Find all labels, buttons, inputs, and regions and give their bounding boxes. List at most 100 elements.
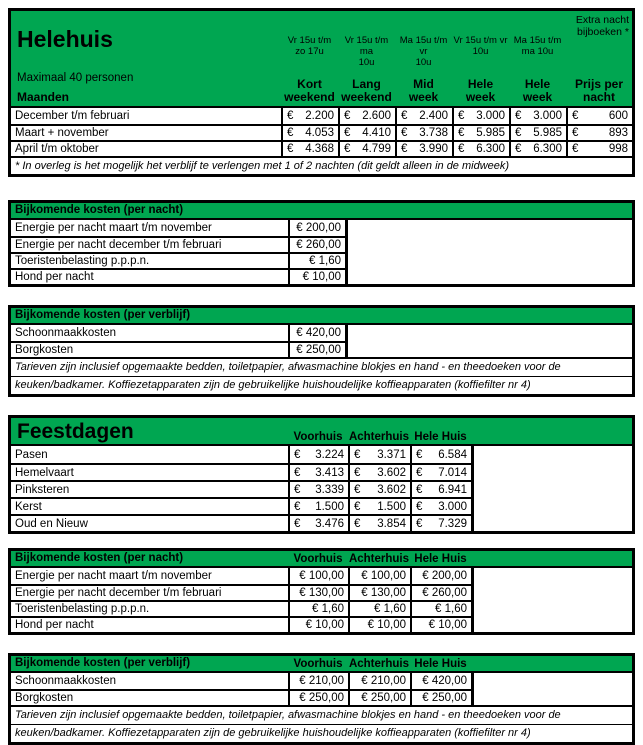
holidays-title: Feestdagen [17, 420, 134, 443]
time-range-label: Ma 15u t/m ma 10u [513, 35, 562, 57]
price-cell: € 420,00 [410, 673, 471, 689]
currency-symbol: € [458, 110, 465, 122]
column-header-achterhuis: Achterhuis [348, 431, 410, 443]
column-title: Mid week [408, 77, 439, 104]
currency-symbol: € [458, 143, 465, 155]
time-range-label: Vr 15u t/m zo 17u [287, 35, 332, 57]
table-row: Kerst €1.500 €1.500 €3.000 [11, 497, 471, 514]
row-label: Energie per nacht december t/m februari [15, 587, 222, 599]
empty-area [345, 325, 632, 357]
price-cell: €3.000 [410, 499, 471, 514]
row-label: Oud en Nieuw [15, 517, 88, 530]
price-cell: € 420,00 [288, 325, 345, 341]
price-cell: €6.300 [452, 142, 509, 156]
price-cell: €5.985 [509, 126, 566, 140]
column-header-lang-weekend: Vr 15u t/m ma 10u Lang weekend [338, 11, 395, 106]
holidays-table: Feestdagen Voorhuis Achterhuis Hele Huis… [8, 415, 635, 534]
currency-symbol: € [354, 448, 361, 461]
row-label: December t/m februari [15, 110, 130, 122]
price-cell: € 250,00 [288, 343, 345, 357]
row-label: Borgkosten [15, 692, 74, 704]
price-cell: €5.985 [452, 126, 509, 140]
currency-symbol: € [515, 143, 522, 155]
currency-symbol: € [458, 127, 465, 139]
table-row: Toeristenbelasting p.p.p.n. € 1,60 € 1,60 €… [11, 600, 471, 616]
price-value: 6.584 [438, 448, 467, 461]
currency-symbol: € [572, 143, 579, 155]
table-row: Pasen €3.224 €3.371 €6.584 [11, 446, 471, 463]
price-cell: €3.000 [452, 108, 509, 124]
price-cell: €3.602 [348, 465, 410, 480]
inclusions-footnote-line2: keuken/badkamer. Koffiezetapparaten zijn… [11, 724, 632, 742]
price-value: 3.224 [315, 448, 344, 461]
table-row: April t/m oktober €4.368 €4.799 €3.990 €6.30… [11, 140, 632, 156]
currency-symbol: € [416, 466, 423, 479]
price-cell: €2.200 [281, 108, 338, 124]
currency-symbol: € [344, 127, 351, 139]
price-value: 2.400 [419, 110, 448, 122]
price-cell: € 210,00 [288, 673, 348, 689]
price-value: 6.300 [476, 143, 505, 155]
costs-per-stay-split-header: Bijkomende kosten (per verblijf) Voorhui… [11, 656, 632, 673]
column-header-hele-huis: Hele Huis [414, 657, 467, 670]
column-title: Prijs per nacht [574, 77, 624, 104]
price-value: 6.941 [438, 483, 467, 496]
price-value: 2.200 [305, 110, 334, 122]
price-cell: €4.799 [338, 142, 395, 156]
table-row: Hemelvaart €3.413 €3.602 €7.014 [11, 463, 471, 480]
currency-symbol: € [294, 517, 301, 530]
row-label: Kerst [15, 500, 42, 513]
price-cell: €600 [566, 108, 632, 124]
price-cell: €998 [566, 142, 632, 156]
currency-symbol: € [354, 483, 361, 496]
price-cell: € 200,00 [288, 220, 345, 236]
price-cell: €3.339 [288, 482, 348, 497]
section-title: Bijkomende kosten (per verblijf) [15, 657, 191, 669]
column-title: Kort weekend [284, 77, 335, 104]
price-value: 6.300 [533, 143, 562, 155]
table-row: December t/m februari €2.200 €2.600 €2.400 €… [11, 108, 632, 124]
main-table-header: Helehuis Maximaal 40 personen Maanden Vr… [11, 11, 632, 108]
table-row: Borgkosten € 250,00 [11, 341, 345, 357]
price-value: 893 [608, 127, 628, 139]
costs-per-night-split-table: Bijkomende kosten (per nacht) Voorhuis A… [8, 548, 635, 635]
costs-per-stay-header: Bijkomende kosten (per verblijf) [11, 308, 632, 325]
currency-symbol: € [294, 466, 301, 479]
currency-symbol: € [416, 500, 423, 513]
row-label: Borgkosten [15, 344, 74, 356]
price-sheet: Helehuis Maximaal 40 personen Maanden Vr… [8, 8, 635, 745]
price-value: 1.500 [315, 500, 344, 513]
price-cell: € 10,00 [288, 270, 345, 284]
holidays-body: Pasen €3.224 €3.371 €6.584 Hemelvaart €3.413 €… [11, 446, 632, 531]
currency-symbol: € [287, 143, 294, 155]
price-cell: €6.584 [410, 446, 471, 463]
column-header-kort-weekend: Vr 15u t/m zo 17u Kort weekend [281, 11, 338, 106]
price-cell: € 10,00 [410, 618, 471, 632]
inclusions-footnote-line2: keuken/badkamer. Koffiezetapparaten zijn… [11, 376, 632, 394]
price-cell: €4.410 [338, 126, 395, 140]
price-cell: €3.224 [288, 446, 348, 463]
main-table-rows: December t/m februari €2.200 €2.600 €2.400 €… [11, 108, 632, 156]
price-cell: € 1,60 [288, 254, 345, 268]
costs-per-night-split-header: Bijkomende kosten (per nacht) Voorhuis A… [11, 551, 632, 568]
column-header-voorhuis: Voorhuis [293, 552, 343, 565]
price-cell: € 1,60 [288, 602, 348, 616]
price-cell: €3.990 [395, 142, 452, 156]
price-value: 1.500 [377, 500, 406, 513]
price-cell: € 210,00 [348, 673, 410, 689]
row-label: Energie per nacht maart t/m november [15, 222, 212, 234]
row-label: Hond per nacht [15, 271, 94, 283]
price-value: 5.985 [476, 127, 505, 139]
table-row: Hond per nacht € 10,00 € 10,00 € 10,00 [11, 616, 471, 632]
costs-per-night-header: Bijkomende kosten (per nacht) [11, 203, 632, 220]
column-header-mid-week: Ma 15u t/m vr 10u Mid week [395, 11, 452, 106]
empty-area [471, 673, 632, 705]
row-label: Hond per nacht [15, 619, 94, 631]
price-cell: €4.053 [281, 126, 338, 140]
row-label: Toeristenbelasting p.p.p.n. [15, 603, 150, 615]
price-value: 998 [608, 143, 628, 155]
column-header-hele-week-vr: Vr 15u t/m vr 10u Hele week [452, 11, 509, 106]
price-cell: € 1,60 [348, 602, 410, 616]
price-cell: € 130,00 [288, 586, 348, 600]
price-value: 7.014 [438, 466, 467, 479]
